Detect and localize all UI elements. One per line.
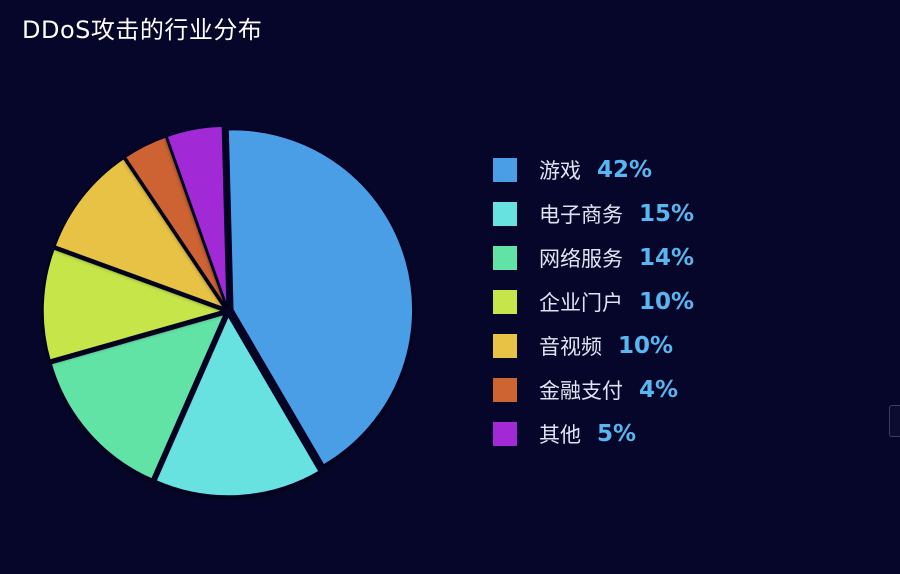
legend-item-game[interactable]: 游戏 42% (493, 148, 694, 192)
pie-slice-other[interactable] (166, 125, 228, 307)
legend-swatch (493, 202, 517, 226)
legend-swatch (493, 158, 517, 182)
pie-chart (42, 125, 414, 497)
pie-slice-finance-payment[interactable] (124, 135, 227, 307)
legend-item-audio-video[interactable]: 音视频 10% (493, 324, 694, 368)
legend-percentage: 4% (639, 377, 679, 403)
legend-percentage: 10% (639, 289, 695, 315)
side-panel-handle[interactable] (889, 405, 900, 437)
legend-percentage: 14% (639, 245, 695, 271)
legend-percentage: 5% (597, 421, 637, 447)
legend-label: 金融支付 (539, 379, 623, 403)
legend-label: 企业门户 (539, 291, 623, 315)
pie-slice-enterprise-portal[interactable] (42, 247, 226, 362)
pie-slice-network-service[interactable] (50, 313, 226, 481)
legend-item-enterprise-portal[interactable]: 企业门户 10% (493, 280, 694, 324)
pie-slice-ecommerce[interactable] (154, 314, 321, 497)
legend-item-finance-payment[interactable]: 金融支付 4% (493, 368, 694, 412)
legend-swatch (493, 422, 517, 446)
legend-percentage: 15% (639, 201, 695, 227)
legend-label: 音视频 (539, 335, 602, 359)
legend-swatch (493, 378, 517, 402)
chart-title: DDoS攻击的行业分布 (22, 16, 263, 44)
legend-percentage: 42% (597, 157, 653, 183)
legend-item-ecommerce[interactable]: 电子商务 15% (493, 192, 694, 236)
legend-label: 其他 (539, 423, 581, 447)
legend-percentage: 10% (618, 333, 674, 359)
legend-label: 电子商务 (539, 203, 623, 227)
legend-label: 网络服务 (539, 247, 623, 271)
legend: 游戏 42% 电子商务 15% 网络服务 14% 企业门户 10% 音视频 10% 金融支付 4% 其他… (493, 148, 694, 456)
legend-item-other[interactable]: 其他 5% (493, 412, 694, 456)
legend-item-network-service[interactable]: 网络服务 14% (493, 236, 694, 280)
pie-slice-game[interactable] (227, 128, 414, 467)
legend-label: 游戏 (539, 159, 581, 183)
legend-swatch (493, 334, 517, 358)
pie-slice-audio-video[interactable] (54, 157, 226, 310)
legend-swatch (493, 246, 517, 270)
legend-swatch (493, 290, 517, 314)
